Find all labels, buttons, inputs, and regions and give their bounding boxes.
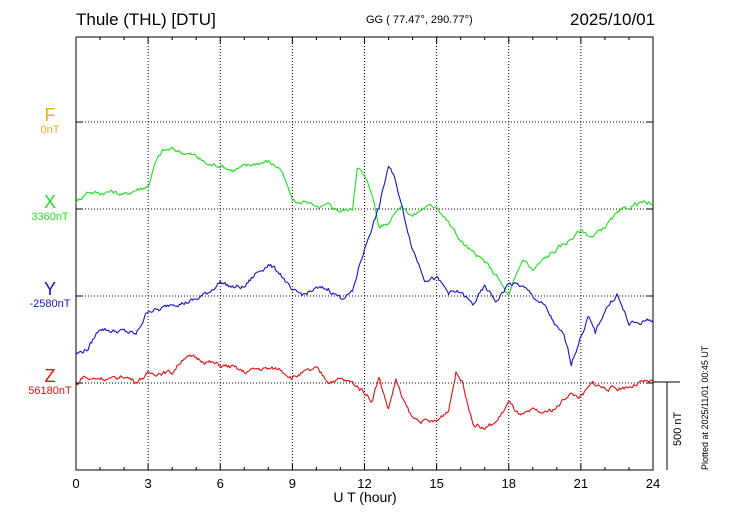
coords-text: GG ( 77.47°, 290.77°) <box>366 14 473 26</box>
station-title: Thule (THL) [DTU] <box>76 10 216 29</box>
component-baseline-z: 56180nT <box>28 385 72 397</box>
series-line-z <box>75 354 654 430</box>
component-letter-f: F <box>44 105 56 125</box>
x-axis-ticks <box>75 37 654 470</box>
x-tick-label: 9 <box>289 476 296 491</box>
x-tick-label: 24 <box>646 476 660 491</box>
x-axis-title: U T (hour) <box>333 489 396 505</box>
component-baseline-f: 0nT <box>40 124 60 136</box>
x-tick-label: 3 <box>145 476 152 491</box>
plotted-at-note: Plotted at 2025/11/01 00:45 UT <box>700 345 710 470</box>
x-tick-label: 12 <box>357 476 371 491</box>
x-tick-label: 15 <box>429 476 443 491</box>
component-label-y: Y -2580nT <box>18 280 82 310</box>
x-tick-label: 18 <box>502 476 516 491</box>
x-axis-tick-labels: 0 3 6 9 12 15 18 21 24 <box>72 476 660 491</box>
series-line-x <box>75 146 654 296</box>
component-label-f: F 0nT <box>18 106 82 136</box>
component-letter-z: Z <box>44 366 56 386</box>
component-letter-y: Y <box>43 279 56 299</box>
horizontal-gridlines <box>76 121 653 384</box>
component-label-x: X 3360nT <box>18 193 82 223</box>
x-tick-label: 6 <box>217 476 224 491</box>
component-label-z: Z 56180nT <box>18 367 82 397</box>
x-tick-label: 21 <box>574 476 588 491</box>
scale-bar <box>653 381 680 470</box>
series-lines <box>75 146 654 430</box>
geographic-coordinates: GG ( 77.47°, 290.77°) <box>366 14 473 26</box>
component-letter-x: X <box>43 192 56 212</box>
vertical-gridlines <box>147 37 582 470</box>
component-baseline-x: 3360nT <box>31 211 69 223</box>
series-line-y <box>75 165 654 367</box>
x-tick-label: 0 <box>72 476 79 491</box>
component-baseline-y: -2580nT <box>29 298 71 310</box>
scale-bar-label: 500 nT <box>672 411 684 446</box>
date-label: 2025/10/01 <box>570 10 656 29</box>
